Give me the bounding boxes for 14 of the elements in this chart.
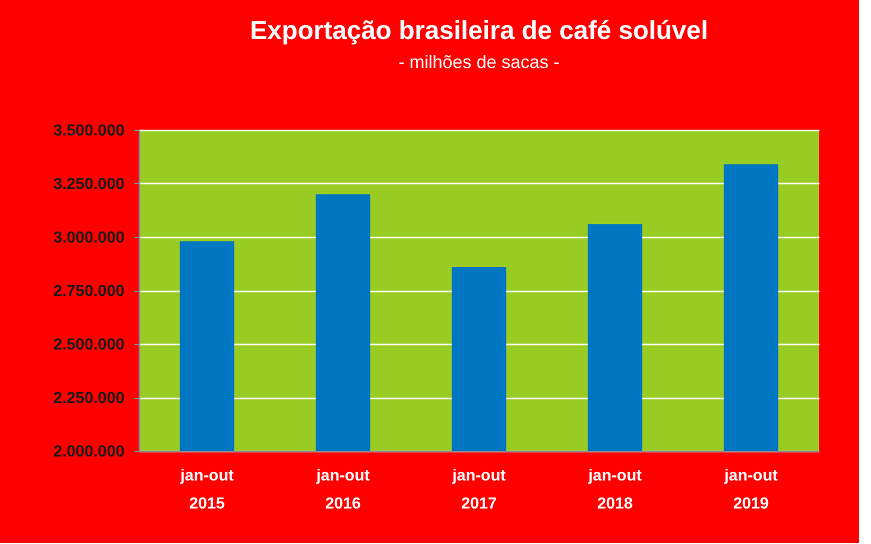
x-tick-label: jan-out 2016 — [315, 468, 370, 512]
x-tick-label: jan-out 2018 — [587, 468, 642, 512]
y-tick-label: 2.000.000 — [53, 444, 125, 460]
chart-title: Exportação brasileira de café solúvel — [250, 15, 708, 45]
y-tick-label: 3.500.000 — [53, 122, 125, 140]
x-tick-label: jan-out 2015 — [179, 468, 234, 512]
y-tick-label: 3.250.000 — [53, 176, 125, 193]
y-tick-label: 2.750.000 — [53, 283, 125, 300]
x-tick-label: jan-out 2019 — [723, 468, 778, 512]
y-tick-label: 2.250.000 — [53, 390, 125, 407]
chart-subtitle: - milhões de sacas - — [398, 52, 560, 72]
x-tick-label: jan-out 2017 — [451, 468, 506, 512]
y-tick-label: 3.000.000 — [53, 230, 125, 246]
y-tick-label: 2.500.000 — [53, 336, 125, 354]
